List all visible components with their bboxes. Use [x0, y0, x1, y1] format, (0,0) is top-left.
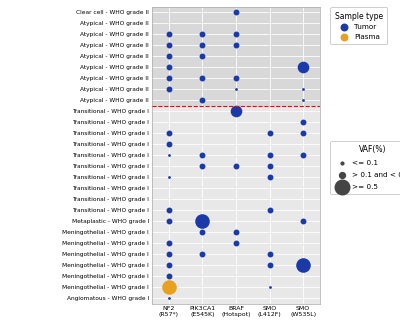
Point: [166, 262, 172, 268]
Point: [266, 208, 273, 213]
Point: [266, 262, 273, 268]
Point: [233, 10, 239, 15]
Point: [266, 152, 273, 158]
Point: [233, 31, 239, 37]
Point: [166, 284, 172, 290]
Point: [166, 251, 172, 257]
Point: [233, 109, 239, 114]
Point: [233, 229, 239, 235]
Point: [300, 218, 306, 224]
Point: [199, 97, 206, 103]
Point: [233, 241, 239, 246]
Point: [166, 64, 172, 70]
Point: [266, 284, 273, 290]
Point: [199, 152, 206, 158]
Point: [300, 262, 306, 268]
Point: [266, 251, 273, 257]
Point: [300, 97, 306, 103]
Point: [166, 43, 172, 48]
Point: [166, 274, 172, 279]
Point: [233, 163, 239, 169]
Point: [266, 175, 273, 180]
Point: [300, 86, 306, 92]
Point: [233, 86, 239, 92]
Point: [233, 43, 239, 48]
Point: [166, 208, 172, 213]
FancyBboxPatch shape: [152, 7, 320, 106]
Point: [233, 76, 239, 81]
Point: [166, 295, 172, 301]
Point: [266, 163, 273, 169]
Point: [166, 86, 172, 92]
Point: [166, 241, 172, 246]
Point: [166, 130, 172, 136]
Point: [166, 152, 172, 158]
Point: [300, 64, 306, 70]
Point: [199, 218, 206, 224]
Point: [166, 142, 172, 147]
Point: [166, 218, 172, 224]
Point: [199, 76, 206, 81]
Point: [199, 251, 206, 257]
Point: [166, 76, 172, 81]
Point: [199, 43, 206, 48]
Point: [166, 53, 172, 59]
Point: [300, 152, 306, 158]
Point: [199, 53, 206, 59]
Point: [199, 229, 206, 235]
Point: [300, 119, 306, 125]
Point: [199, 163, 206, 169]
Point: [300, 130, 306, 136]
Point: [199, 31, 206, 37]
Point: [266, 130, 273, 136]
Point: [166, 175, 172, 180]
Legend: <= 0.1, > 0.1 and < 0.5, >= 0.5: <= 0.1, > 0.1 and < 0.5, >= 0.5: [330, 141, 400, 194]
Point: [166, 31, 172, 37]
